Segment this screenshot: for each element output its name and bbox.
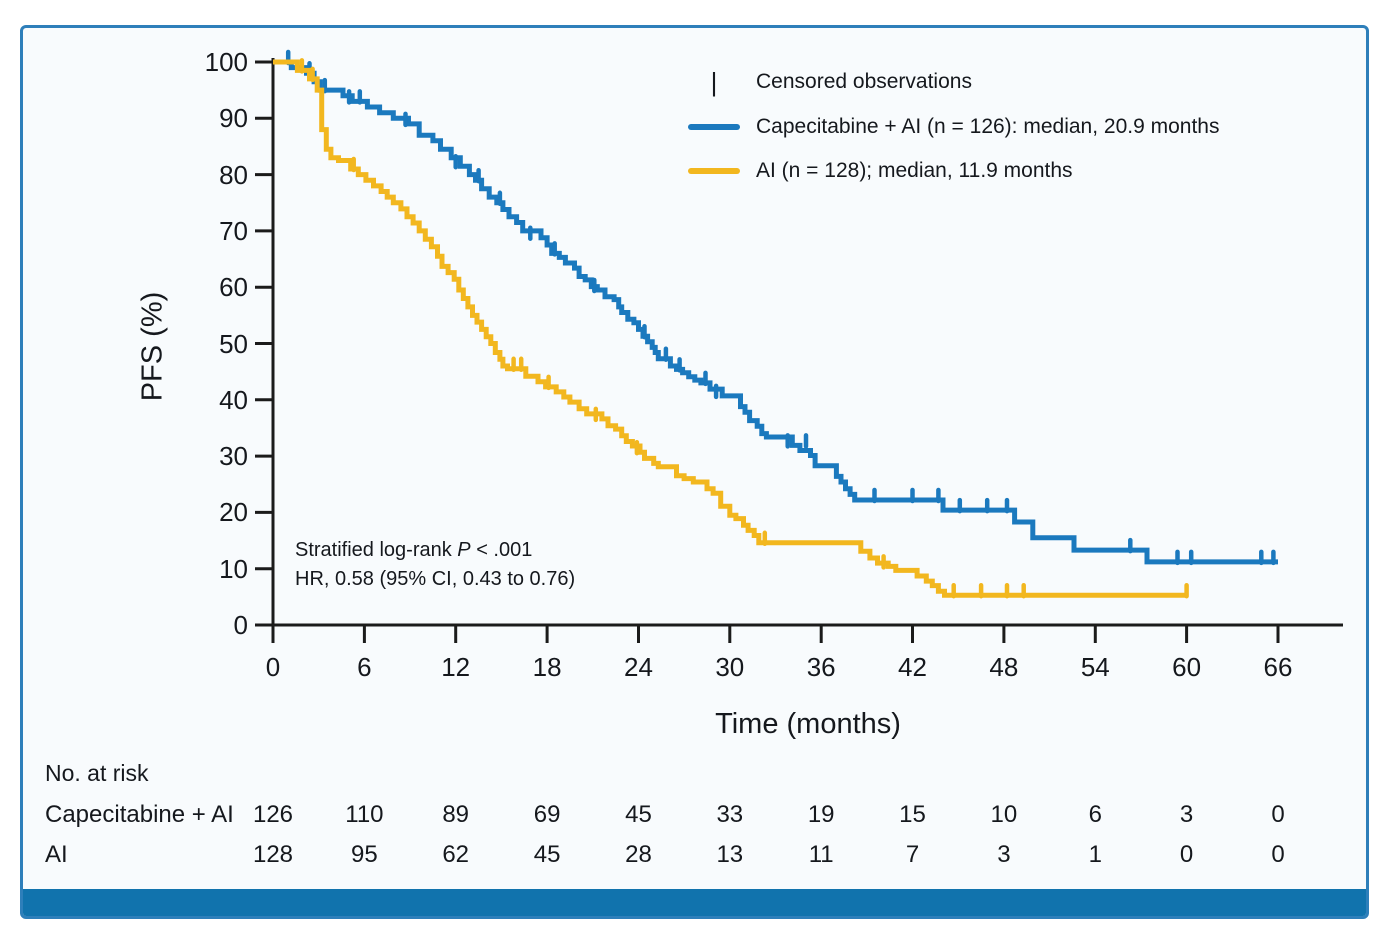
risk-count: 15 [899,801,926,828]
legend-capecitabine-label: Capecitabine + AI (n = 126): median, 20.… [756,115,1220,138]
y-tick-label: 0 [233,610,248,640]
legend-row-capecitabine: Capecitabine + AI (n = 126): median, 20.… [688,115,1219,139]
risk-count: 10 [990,801,1018,828]
logrank-line: Stratified log-rank P < .001 [295,539,533,561]
risk-count: 89 [442,801,470,828]
y-tick-label: 40 [219,384,248,415]
risk-count: 6 [1088,801,1102,828]
x-tick-label: 12 [441,652,471,682]
capecitabine-line-swatch-icon [688,124,740,130]
risk-count: 62 [442,841,470,868]
risk-count: 45 [533,841,561,868]
risk-count: 45 [625,801,652,828]
y-tick-label: 50 [219,328,248,359]
risk-count: 69 [533,801,561,828]
x-tick-label: 42 [898,652,927,682]
x-tick-label: 18 [532,652,562,682]
legend-censored-label: Censored observations [756,70,972,93]
y-tick-label: 60 [219,272,248,303]
risk-count: 0 [1271,801,1285,828]
x-tick-label: 66 [1263,652,1293,682]
risk-row-label-ai: AI [45,841,68,868]
risk-row-label-capecitabine: Capecitabine + AI [45,801,234,828]
risk-count: 19 [807,801,835,828]
x-tick-label: 24 [624,652,653,682]
hazard-ratio-line: HR, 0.58 (95% CI, 0.43 to 0.76) [295,568,576,590]
x-tick-label: 48 [989,652,1019,682]
risk-count: 0 [1179,841,1194,868]
x-tick-label: 54 [1080,652,1110,682]
stats-annotation: Stratified log-rank P < .001 HR, 0.58 (9… [295,536,575,594]
risk-count: 126 [252,801,294,828]
censored-tick-icon: | [710,67,718,97]
x-tick-label: 6 [357,652,372,682]
risk-count: 1 [1088,841,1102,868]
x-tick-label: 30 [715,652,745,682]
footer-bar [23,889,1366,916]
risk-count: 3 [997,841,1011,868]
y-tick-label: 70 [219,215,248,246]
risk-count: 110 [345,801,384,828]
risk-count: 28 [625,841,652,868]
risk-table-title: No. at risk [45,760,149,786]
risk-count: 33 [716,801,744,828]
y-tick-label: 90 [219,103,248,134]
risk-count: 3 [1179,801,1194,828]
legend-row-censored: | Censored observations [688,67,972,97]
y-tick-label: 100 [204,47,248,77]
risk-count: 13 [716,841,744,868]
x-tick-label: 60 [1172,652,1202,682]
y-tick-label: 10 [219,553,248,584]
risk-count: 95 [351,841,378,868]
y-tick-label: 80 [219,159,248,190]
risk-count: 128 [252,841,294,868]
risk-count: 7 [905,841,920,868]
legend-row-ai: AI (n = 128); median, 11.9 months [688,159,1073,183]
x-tick-label: 36 [806,652,836,682]
legend-ai-label: AI (n = 128); median, 11.9 months [756,159,1073,182]
x-axis-title: Time (months) [715,708,901,740]
y-tick-label: 30 [219,441,248,472]
ai-line-swatch-icon [688,168,740,174]
y-tick-label: 20 [219,497,248,528]
risk-count: 0 [1271,841,1285,868]
risk-count: 11 [808,841,834,868]
x-tick-label: 0 [265,652,281,682]
